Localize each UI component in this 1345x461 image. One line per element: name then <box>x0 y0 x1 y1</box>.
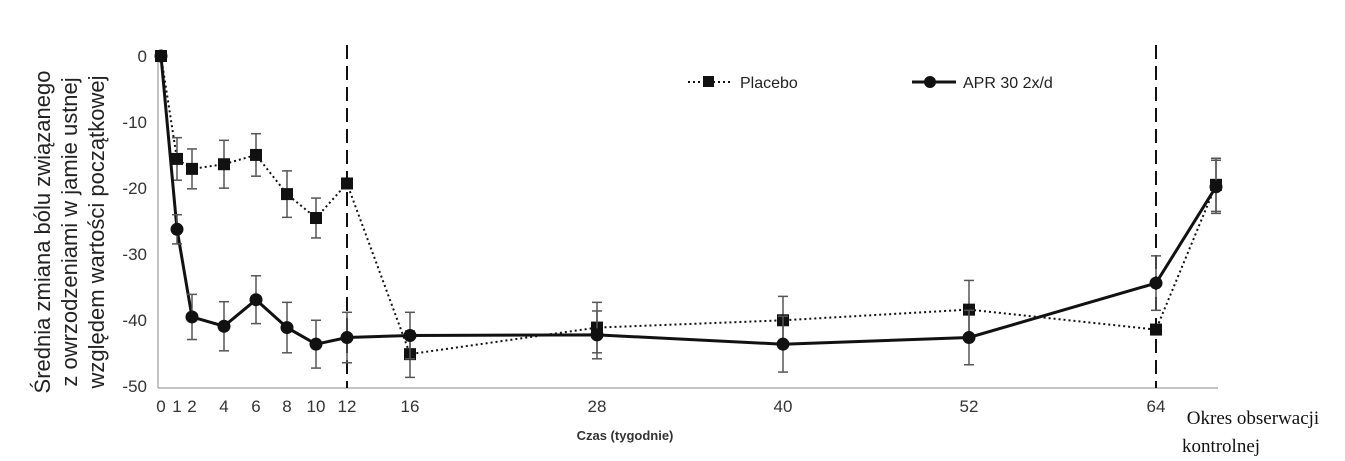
x-tick-label: 0 <box>156 397 165 416</box>
y-tick-label: -40 <box>122 311 147 330</box>
x-tick-label: 64 <box>1147 397 1166 416</box>
y-tick-label: -30 <box>122 245 147 264</box>
placebo-point <box>310 212 322 225</box>
x-tick-label: 6 <box>251 397 260 416</box>
placebo-point <box>171 152 183 165</box>
apr-point <box>154 49 168 63</box>
legend-placebo-marker <box>703 76 714 87</box>
apr-series-line <box>159 55 1218 346</box>
placebo-point <box>281 188 293 201</box>
y-tick-label: -10 <box>122 113 147 132</box>
y-tick-label: 0 <box>138 47 147 66</box>
placebo-point <box>186 162 198 175</box>
x-tick-label: 16 <box>401 397 420 416</box>
series-placebo <box>155 50 1222 379</box>
x-tick-label: 12 <box>338 397 357 416</box>
x-tick-label: 40 <box>774 397 793 416</box>
y-axis-title-line-3: względem wartości początkowej <box>84 75 109 389</box>
x-tick-label: 4 <box>219 397 228 416</box>
placebo-point <box>250 148 262 161</box>
legend-apr-marker <box>924 76 936 88</box>
legend-label-apr: APR 30 2x/d <box>963 75 1053 92</box>
apr-point <box>309 337 323 351</box>
placebo-point <box>218 158 230 171</box>
x-tick-label: 28 <box>588 397 607 416</box>
apr-point <box>403 329 417 343</box>
x-axis-ticks: 0 1 2 4 6 8 10 12 16 28 40 52 64 <box>156 397 1165 416</box>
y-tick-label: -20 <box>122 179 147 198</box>
legend-item-apr: APR 30 2x/d <box>912 75 1053 92</box>
apr-point <box>962 331 976 345</box>
x-tick-label: 8 <box>282 397 291 416</box>
apr-point <box>249 293 263 307</box>
series-apr-30-2x-d <box>154 49 1223 373</box>
y-axis-title-line-1: Średnia zmiana bólu związanego <box>30 71 55 394</box>
x-tick-label: 2 <box>187 397 196 416</box>
placebo-point <box>341 177 353 190</box>
followup-label-line-2: kontrolnej <box>1182 436 1260 457</box>
y-axis-ticks: 0 -10 -20 -30 -40 -50 <box>122 47 147 396</box>
placebo-point <box>1150 323 1162 336</box>
legend-item-placebo: Placebo <box>688 75 798 92</box>
x-tick-label: 52 <box>960 397 979 416</box>
y-axis-title-line-2: z owrzodzeniami w jamie ustnej <box>57 77 82 386</box>
apr-point <box>217 319 231 333</box>
legend-label-placebo: Placebo <box>740 75 798 92</box>
apr-point <box>340 331 354 345</box>
apr-point <box>776 337 790 351</box>
followup-label-line-1: Okres obserwacji <box>1187 408 1319 429</box>
y-axis-title: Średnia zmiana bólu związanego z owrzodz… <box>30 71 109 394</box>
apr-point <box>1209 180 1223 194</box>
x-tick-label: 1 <box>172 397 181 416</box>
placebo-series-line <box>160 55 1217 356</box>
x-axis-title: Czas (tygodnie) <box>577 428 674 443</box>
apr-point <box>1149 276 1163 290</box>
apr-point <box>185 310 199 324</box>
x-tick-label: 10 <box>307 397 326 416</box>
apr-point <box>170 222 184 236</box>
y-tick-label: -50 <box>122 377 147 396</box>
apr-point <box>590 328 604 342</box>
legend: Placebo APR 30 2x/d <box>688 75 1053 92</box>
apr-point <box>280 321 294 335</box>
